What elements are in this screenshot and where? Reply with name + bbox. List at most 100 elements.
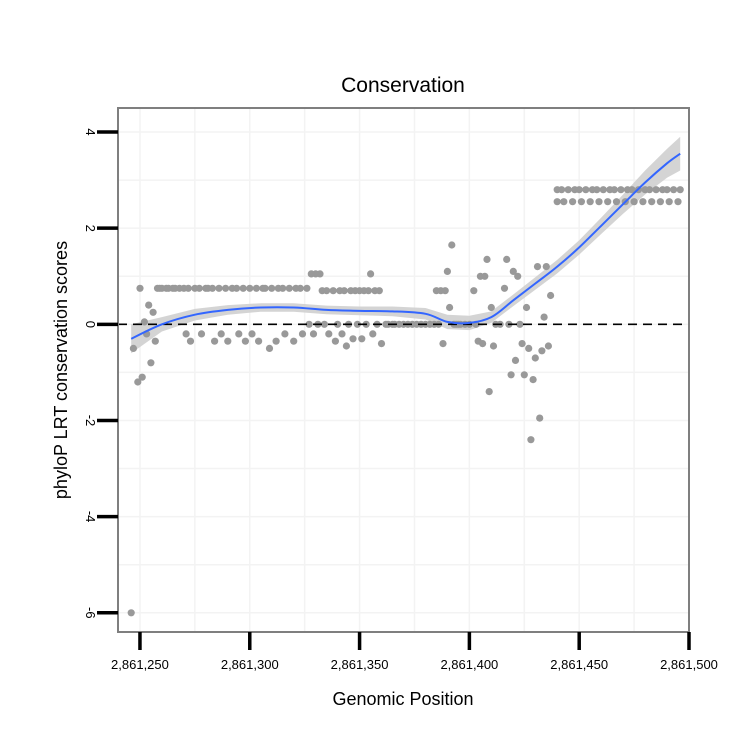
- data-point: [349, 335, 357, 343]
- data-point: [222, 284, 230, 292]
- data-point: [358, 335, 366, 343]
- data-point: [538, 347, 546, 355]
- data-point: [265, 344, 274, 352]
- data-point: [364, 287, 372, 295]
- data-point: [338, 330, 346, 338]
- data-point: [599, 186, 607, 194]
- smooth-line: [130, 152, 681, 340]
- data-point: [483, 255, 491, 263]
- data-point: [630, 198, 638, 206]
- x-tick-label: 2,861,450: [550, 657, 608, 672]
- data-point: [195, 284, 203, 292]
- y-tick-label: -2: [83, 415, 98, 427]
- x-tick-label: 2,861,350: [331, 657, 389, 672]
- data-point: [290, 337, 298, 345]
- data-point: [604, 198, 612, 206]
- data-point: [316, 270, 324, 278]
- x-tick-label: 2,861,500: [660, 657, 718, 672]
- data-point: [377, 340, 386, 348]
- data-point: [448, 241, 456, 249]
- data-point: [217, 330, 225, 338]
- data-point: [272, 337, 280, 345]
- data-point: [536, 414, 544, 422]
- data-point: [296, 284, 304, 292]
- x-tick-label: 2,861,400: [440, 657, 498, 672]
- data-point: [325, 330, 333, 338]
- data-point: [279, 284, 287, 292]
- data-point: [485, 388, 493, 396]
- y-tick-label: -4: [83, 511, 98, 523]
- data-point: [261, 284, 269, 292]
- data-point: [487, 303, 495, 312]
- data-point: [211, 337, 219, 345]
- data-point: [525, 344, 533, 352]
- data-point: [676, 186, 684, 194]
- smooth-line-group: [130, 152, 681, 340]
- data-point: [340, 287, 348, 295]
- data-point: [138, 373, 146, 381]
- data-point: [617, 186, 625, 194]
- data-point: [522, 303, 531, 312]
- confidence-band: [131, 136, 681, 354]
- data-point: [246, 284, 254, 292]
- data-point: [331, 337, 339, 345]
- data-point: [127, 609, 135, 617]
- data-point: [241, 337, 249, 345]
- data-point: [648, 198, 656, 206]
- data-point: [558, 186, 566, 194]
- data-point: [593, 186, 601, 194]
- y-tick-label: -6: [83, 607, 98, 619]
- data-point: [533, 263, 542, 271]
- data-point: [375, 287, 383, 295]
- data-point: [595, 198, 603, 206]
- data-point: [248, 330, 256, 338]
- data-point: [503, 255, 511, 263]
- data-point: [645, 186, 654, 194]
- data-point: [255, 337, 263, 345]
- data-point: [303, 284, 311, 292]
- data-point: [582, 186, 590, 194]
- data-point: [298, 330, 307, 338]
- data-point: [353, 320, 361, 328]
- data-point: [674, 198, 682, 206]
- data-point: [481, 272, 489, 280]
- data-point: [140, 318, 148, 326]
- data-point: [586, 198, 594, 206]
- data-point: [542, 263, 550, 271]
- data-point: [136, 284, 144, 292]
- data-point: [239, 284, 247, 292]
- data-point: [369, 330, 377, 338]
- data-point: [443, 267, 451, 275]
- axes: 2,861,250 2,861,300 2,861,350 2,861,400 2,86…: [83, 128, 718, 672]
- data-point: [441, 287, 449, 295]
- data-point: [553, 198, 561, 206]
- data-point: [489, 342, 498, 350]
- data-point: [268, 284, 276, 292]
- data-point: [569, 198, 577, 206]
- confidence-band-group: [131, 136, 681, 354]
- data-point: [323, 287, 331, 295]
- data-point: [151, 337, 159, 345]
- data-point: [656, 198, 665, 206]
- data-point: [564, 186, 572, 194]
- data-point: [233, 284, 241, 292]
- data-point: [281, 330, 289, 338]
- data-point: [149, 308, 157, 316]
- y-tick-label: 2: [83, 225, 98, 232]
- data-point: [309, 330, 318, 338]
- data-point: [342, 342, 350, 350]
- panel-border: [117, 107, 690, 633]
- data-point: [540, 313, 548, 321]
- data-point: [186, 337, 195, 345]
- data-point: [529, 376, 537, 384]
- data-points: [127, 186, 684, 617]
- data-point: [184, 284, 192, 292]
- data-point: [665, 198, 673, 206]
- data-point: [577, 198, 586, 206]
- y-tick-label: 4: [83, 128, 98, 135]
- data-point: [509, 267, 517, 275]
- y-tick-label: 0: [83, 321, 98, 328]
- data-point: [520, 371, 528, 379]
